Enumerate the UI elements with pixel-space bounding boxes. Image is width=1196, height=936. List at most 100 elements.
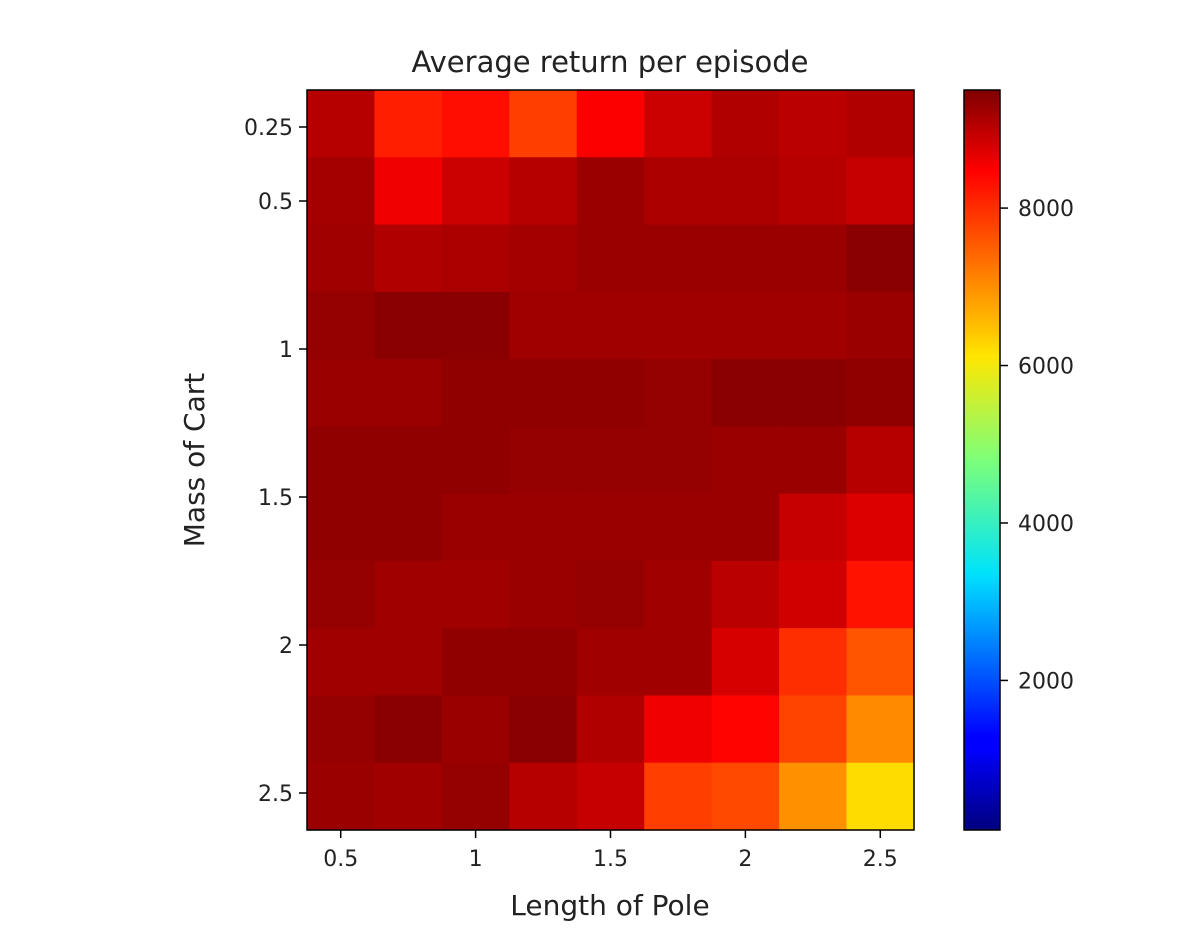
heatmap-cell: [576, 426, 645, 495]
heatmap-cell: [576, 90, 645, 158]
y-tick-label: 2.5: [258, 782, 293, 807]
heatmap-cell: [441, 560, 510, 629]
heatmap-cell: [779, 560, 848, 629]
heatmap-cell: [711, 224, 780, 293]
heatmap-cell: [711, 157, 780, 226]
heatmap-cell: [711, 695, 780, 764]
heatmap-cell: [441, 695, 510, 764]
y-tick-label: 1.5: [258, 486, 293, 511]
heatmap-cell: [374, 157, 443, 226]
heatmap-cell: [307, 224, 376, 293]
heatmap-cell: [374, 493, 443, 562]
colorbar-tick-label: 6000: [1018, 355, 1074, 380]
heatmap-cell: [509, 560, 578, 629]
heatmap-cell: [711, 493, 780, 562]
heatmap-cell: [644, 493, 713, 562]
heatmap-cell: [374, 90, 443, 158]
colorbar-ticks: 2000 4000 6000 8000: [1000, 197, 1074, 694]
heatmap-cell: [711, 291, 780, 360]
heatmap-cell: [779, 157, 848, 226]
x-axis-ticks: 0.5 1 1.5 2 2.5: [323, 830, 898, 872]
heatmap-cell: [711, 628, 780, 697]
x-tick-label: 1: [469, 847, 483, 872]
heatmap-cell: [307, 628, 376, 697]
x-axis-label: Length of Pole: [510, 889, 709, 922]
heatmap-cell: [644, 695, 713, 764]
heatmap-cell: [307, 157, 376, 226]
heatmap-cell: [374, 359, 443, 427]
heatmap-cell: [441, 426, 510, 495]
heatmap-cell: [576, 628, 645, 697]
heatmap-cell: [846, 493, 915, 562]
heatmap-cell: [644, 359, 713, 427]
heatmap-cell: [576, 762, 645, 831]
heatmap-cell: [779, 291, 848, 360]
colorbar: [963, 89, 1001, 831]
heatmap-cell: [846, 359, 915, 427]
heatmap-cell: [441, 359, 510, 427]
heatmap-cell: [307, 90, 376, 158]
heatmap-cell: [441, 762, 510, 831]
heatmap-cell: [509, 359, 578, 427]
heatmap-cell: [576, 157, 645, 226]
heatmap-cell: [307, 426, 376, 495]
heatmap-cell: [644, 426, 713, 495]
colorbar-tick-label: 8000: [1018, 197, 1074, 222]
heatmap-cell: [576, 359, 645, 427]
x-tick-label: 2.5: [863, 847, 898, 872]
y-axis-ticks: 0.25 0.5 1 1.5 2 2.5: [244, 116, 307, 807]
heatmap-cell: [779, 762, 848, 831]
heatmap-cell: [576, 493, 645, 562]
heatmap-cell: [374, 628, 443, 697]
heatmap-cell: [509, 426, 578, 495]
heatmap-cell: [644, 762, 713, 831]
colorbar-tick-label: 4000: [1018, 512, 1074, 537]
heatmap-cell: [779, 224, 848, 293]
heatmap-cell: [711, 90, 780, 158]
heatmap-cell: [374, 291, 443, 360]
heatmap-cell: [644, 90, 713, 158]
heatmap-cell: [644, 628, 713, 697]
x-tick-label: 1.5: [593, 847, 628, 872]
heatmap-cell: [374, 560, 443, 629]
heatmap-cell: [846, 695, 915, 764]
heatmap-cell: [846, 90, 915, 158]
heatmap-cell: [441, 90, 510, 158]
heatmap-cell: [846, 762, 915, 831]
y-tick-label: 1: [279, 338, 293, 363]
heatmap-cell: [441, 493, 510, 562]
heatmap-cell: [711, 426, 780, 495]
x-tick-label: 0.5: [323, 847, 358, 872]
heatmap-cell: [779, 426, 848, 495]
heatmap-cell: [307, 493, 376, 562]
heatmap-cell: [779, 359, 848, 427]
y-axis-label: Mass of Cart: [178, 373, 211, 548]
heatmap-cells: [307, 90, 915, 831]
heatmap-cell: [509, 493, 578, 562]
heatmap-cell: [644, 560, 713, 629]
y-tick-label: 0.5: [258, 190, 293, 215]
y-tick-label: 2: [279, 634, 293, 659]
heatmap-cell: [846, 157, 915, 226]
heatmap-cell: [779, 90, 848, 158]
heatmap-cell: [441, 291, 510, 360]
heatmap-cell: [711, 560, 780, 629]
heatmap-cell: [779, 493, 848, 562]
heatmap-cell: [374, 426, 443, 495]
heatmap-cell: [441, 224, 510, 293]
heatmap-cell: [846, 560, 915, 629]
y-tick-label: 0.25: [244, 116, 293, 141]
heatmap-cell: [441, 628, 510, 697]
heatmap-cell: [779, 628, 848, 697]
heatmap-cell: [307, 560, 376, 629]
heatmap-cell: [509, 628, 578, 697]
heatmap-cell: [307, 291, 376, 360]
heatmap-cell: [307, 695, 376, 764]
heatmap-cell: [509, 762, 578, 831]
heatmap-cell: [846, 628, 915, 697]
heatmap-cell: [509, 291, 578, 360]
heatmap-cell: [644, 291, 713, 360]
heatmap-cell: [576, 695, 645, 764]
heatmap-cell: [846, 426, 915, 495]
